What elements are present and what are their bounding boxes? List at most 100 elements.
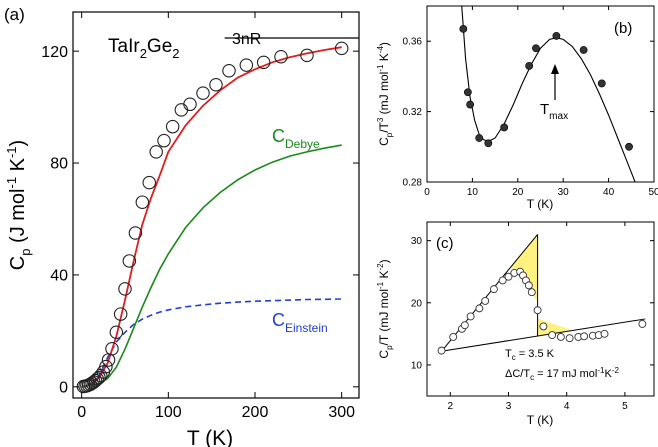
panel-b: (b) 0 10 20 30 40 50 0.280.320.36 Tmax T (K) … [376,5,658,211]
panel-b-y-tick-label: 0.32 [403,107,423,118]
panel-a-debye-label: CDebye [272,126,320,151]
panel-a-y-tick-label: 0 [59,379,68,396]
panel-b-frame [426,5,655,183]
panel-a-compound: TaIr2Ge2 [108,36,180,61]
panel-a-y-tick-label: 120 [41,44,68,61]
panel-c: (c) 2 3 4 5 10 20 30 Tc = 3.5 K ΔC/Tc = 17 mJ… [376,221,655,427]
panel-c-y-axis: 10 20 30 [411,236,654,371]
panel-b-data-point [625,142,633,151]
panel-b-y-tick-label: 0.28 [403,178,423,189]
panel-a-x-axis: 0 100 200 300 [77,12,355,421]
panel-b-y-axis: 0.28 0.32 0.36 [403,37,654,189]
panel-a-data-point [222,63,236,78]
panel-a-einstein-label: CEinstein [272,310,328,335]
panel-b-x-axis: 0 10 20 30 40 50 [424,6,658,198]
panel-c-data-point [638,319,647,328]
panel-a-3nr-label: 3nR [232,31,261,48]
panel-b-data-point [532,44,540,53]
panel-c-lines [441,234,646,352]
panel-c-data-point [565,334,574,343]
panel-c-data-point [481,296,490,305]
panel-c-data-point [504,272,513,281]
panel-c-data-point [489,285,498,294]
panel-a-points [76,41,349,394]
panel-b-tmax-label: Tmax [540,101,568,122]
panel-a-x-tick-label: 300 [328,404,355,421]
panel-b-data-point [552,32,561,40]
panel-c-data-point [580,332,589,341]
panel-b-x-tick-label: 0 [424,187,430,198]
panel-b-data-point [525,61,534,70]
panel-a-series-debye [81,144,342,388]
panel-c-data-point [548,331,557,340]
panel-a-series-einstein [81,298,342,388]
panel-c-y-label: Cp/T (mJ mol-1 K-2) [376,259,394,358]
panel-a-data-point [88,373,103,388]
panel-c-x-axis: 2 3 4 5 [448,222,628,412]
panel-a-data-point [256,55,271,70]
panel-c-x-tick-label: 4 [564,401,570,412]
panel-c-data-point [533,306,542,315]
panel-b-data-point [466,100,475,109]
panel-c-letter: (c) [436,235,454,252]
panel-b-data-point [597,79,606,88]
panel-a-y-tick-label: 40 [50,268,68,285]
panel-c-superconducting-line [441,234,538,352]
panel-a-data-point [105,342,119,356]
panel-c-y-tick-label: 20 [411,298,423,309]
panel-c-jump-text: ΔC/Tc = 17 mJ mol-1K-2 [505,366,619,382]
panel-b-data-point [463,88,472,97]
panel-b-data-point [459,24,468,33]
panel-b-x-tick-label: 30 [558,187,570,198]
panel-a-data-point [118,282,132,296]
panel-a-frame [72,11,360,399]
panel-a-data-point [128,226,143,240]
panel-c-frame [426,221,655,397]
panel-a-data-point [99,359,113,374]
panel-b-y-label: Cp/T3 (mJ mol-1 K-4) [376,42,394,146]
panel-a-x-label: T (K) [187,427,233,447]
panel-c-x-tick-label: 5 [622,401,628,412]
panel-c-data-point [600,329,609,338]
panel-a-data-point [113,307,128,321]
panel-c-data-point [437,346,446,355]
panel-b-x-label: T (K) [527,197,553,211]
panel-a-x-tick-label: 0 [77,404,86,421]
panel-a-data-point [85,376,99,390]
panel-a-data-point [165,119,180,134]
panel-a: (a) TaIr2Ge2 3nR 0 100 200 300 0 40 80 120 CDe… [4,5,360,447]
panel-a-data-point [122,254,137,268]
panel-c-data-point [556,333,565,341]
panel-b-letter: (b) [614,20,632,37]
panel-b-data-point [500,123,509,132]
panel-c-y-tick-label: 10 [411,360,423,371]
panel-a-data-point [157,133,171,148]
panel-c-data-point [460,321,469,330]
panel-c-data-point [449,333,458,341]
panel-a-data-point [149,145,163,159]
panel-a-letter: (a) [4,5,25,24]
panel-b-y-tick-label: 0.36 [403,37,423,48]
panel-a-data-point [196,86,210,100]
panel-c-data-point [475,304,484,313]
panel-b-data-point [484,139,493,148]
panel-c-data-point [524,281,533,290]
panel-a-data-point [274,50,288,64]
panel-c-normal-state-line [441,318,646,352]
panel-a-data-point [334,41,349,56]
panel-b-points [459,24,633,151]
panel-c-data-point [527,288,536,297]
panel-b-x-tick-label: 10 [467,187,479,198]
panel-a-data-point [183,97,197,112]
panel-a-y-tick-label: 80 [50,156,68,173]
panel-a-data-point [300,48,314,63]
panel-b-x-tick-label: 20 [512,187,524,198]
panel-a-data-point [209,77,223,92]
panel-b-data-point [475,134,484,142]
panel-b-x-tick-label: 40 [603,187,615,198]
panel-c-data-point [498,276,507,285]
panel-a-x-tick-label: 200 [242,404,269,421]
panel-c-points [437,267,647,355]
panel-c-data-point [539,322,548,331]
panel-c-y-tick-label: 30 [411,236,423,247]
